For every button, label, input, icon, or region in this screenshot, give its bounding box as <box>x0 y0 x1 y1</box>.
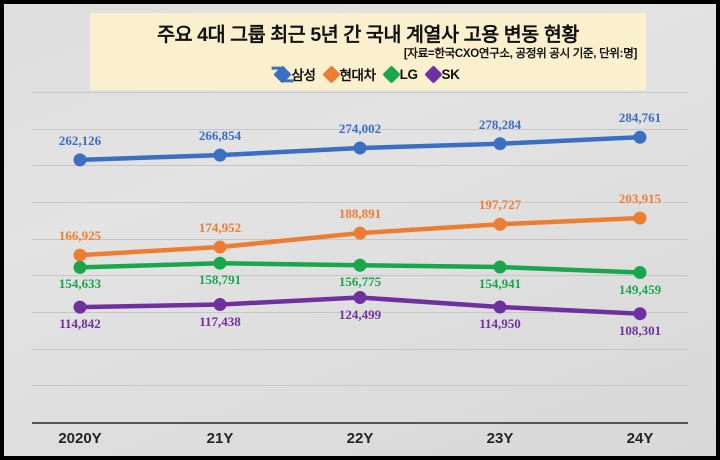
plot-area: 262,126 266,854 274,002 278,284 284,761 166,9… <box>32 92 688 424</box>
chart-frame: 주요 4대 그룹 최근 5년 간 국내 계열사 고용 변동 현황 [자료=한국C… <box>4 4 716 456</box>
data-point-marker[interactable] <box>213 148 227 162</box>
gridline <box>32 202 688 203</box>
data-label: 154,941 <box>478 276 522 292</box>
x-axis-tick-2020Y: 2020Y <box>58 430 102 447</box>
gridline <box>32 312 688 313</box>
data-label: 154,633 <box>58 276 102 292</box>
legend-item-삼성[interactable]: 삼성 <box>273 64 316 84</box>
data-label: 262,126 <box>58 132 102 148</box>
legend-item-SK[interactable]: SK <box>423 64 460 84</box>
gridline <box>32 385 688 386</box>
x-axis-labels: 2020Y 21Y 22Y 23Y 24Y <box>32 426 688 454</box>
data-label: 188,891 <box>338 206 382 222</box>
data-label: 124,499 <box>338 306 382 322</box>
data-point-marker[interactable] <box>213 256 227 270</box>
data-label: 149,459 <box>618 281 662 297</box>
data-point-marker[interactable] <box>493 217 507 231</box>
data-point-marker[interactable] <box>353 141 367 155</box>
data-point-marker[interactable] <box>73 153 87 167</box>
x-axis-tick-22Y: 22Y <box>346 430 374 447</box>
data-label: 266,854 <box>198 128 242 144</box>
data-point-marker[interactable] <box>353 291 367 305</box>
gridline <box>32 129 688 130</box>
page-title: 주요 4대 그룹 최근 5년 간 국내 계열사 고용 변동 현황 <box>157 24 579 46</box>
data-label: 197,727 <box>478 197 522 213</box>
chart-subtitle: [자료=한국CXO연구소, 공정위 공시 기준, 단위:명] <box>403 48 637 60</box>
legend-item-label: 삼성 <box>291 68 316 83</box>
data-label: 274,002 <box>338 120 382 136</box>
data-point-marker[interactable] <box>633 211 647 225</box>
legend-item-label: 현대차 <box>339 68 376 83</box>
chart-legend: 삼성 현대차 LG SK <box>90 64 646 84</box>
gridline <box>32 92 688 93</box>
legend-marker-icon <box>273 64 293 84</box>
x-axis-tick-24Y: 24Y <box>626 430 654 447</box>
gridline <box>32 165 688 166</box>
data-point-marker[interactable] <box>73 248 87 262</box>
data-label: 174,952 <box>198 220 242 236</box>
gridline <box>32 275 688 276</box>
data-label: 114,842 <box>59 316 101 332</box>
legend-item-현대차[interactable]: 현대차 <box>321 64 376 84</box>
x-axis-tick-21Y: 21Y <box>206 430 234 447</box>
legend-item-LG[interactable]: LG <box>381 64 418 84</box>
legend-marker-icon <box>381 64 401 84</box>
series-lines <box>73 130 647 321</box>
data-point-marker[interactable] <box>213 240 227 254</box>
data-point-marker[interactable] <box>493 300 507 314</box>
legend-marker-icon <box>321 64 341 84</box>
data-point-marker[interactable] <box>353 258 367 272</box>
data-label: 117,438 <box>199 313 241 329</box>
gridline <box>32 349 688 350</box>
data-label: 158,791 <box>198 272 242 288</box>
data-point-marker[interactable] <box>213 298 227 312</box>
legend-marker-icon <box>423 64 443 84</box>
data-point-marker[interactable] <box>493 260 507 274</box>
x-axis-line <box>32 422 688 424</box>
data-label: 278,284 <box>478 116 522 132</box>
data-label: 166,925 <box>58 228 102 244</box>
data-point-marker[interactable] <box>633 266 647 280</box>
data-label: 108,301 <box>618 322 662 338</box>
data-point-marker[interactable] <box>73 300 87 314</box>
data-point-marker[interactable] <box>493 137 507 151</box>
title-band: 주요 4대 그룹 최근 5년 간 국내 계열사 고용 변동 현황 [자료=한국C… <box>90 13 646 90</box>
data-point-marker[interactable] <box>73 260 87 274</box>
data-point-marker[interactable] <box>633 130 647 144</box>
data-label: 203,915 <box>618 191 662 207</box>
data-point-marker[interactable] <box>633 307 647 321</box>
data-label: 114,950 <box>479 316 521 332</box>
legend-item-label: SK <box>441 66 460 82</box>
data-label: 284,761 <box>618 110 662 126</box>
data-point-marker[interactable] <box>353 226 367 240</box>
x-axis-tick-23Y: 23Y <box>486 430 514 447</box>
data-label: 156,775 <box>338 274 382 290</box>
legend-item-label: LG <box>399 66 418 82</box>
